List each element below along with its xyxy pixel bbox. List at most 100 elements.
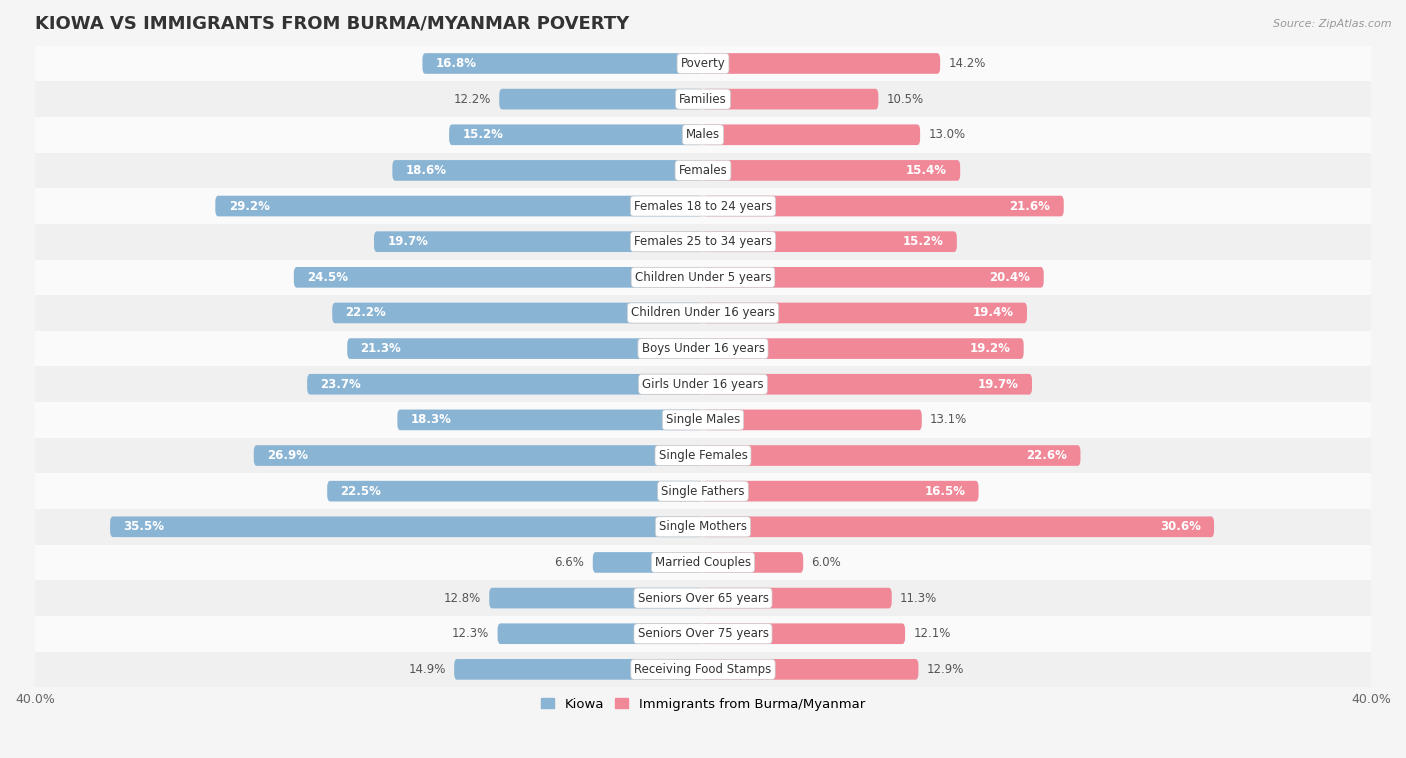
Text: 14.9%: 14.9% — [408, 662, 446, 676]
Text: 16.5%: 16.5% — [924, 484, 965, 498]
FancyBboxPatch shape — [703, 267, 1043, 287]
Text: 19.7%: 19.7% — [387, 235, 429, 248]
Text: 23.7%: 23.7% — [321, 377, 361, 390]
FancyBboxPatch shape — [398, 409, 703, 431]
Text: Single Mothers: Single Mothers — [659, 520, 747, 534]
FancyBboxPatch shape — [498, 623, 703, 644]
Bar — [35, 437, 1371, 473]
Bar — [35, 45, 1371, 81]
Text: Girls Under 16 years: Girls Under 16 years — [643, 377, 763, 390]
Text: 12.9%: 12.9% — [927, 662, 965, 676]
Text: Boys Under 16 years: Boys Under 16 years — [641, 342, 765, 355]
Text: Families: Families — [679, 92, 727, 105]
Bar — [35, 402, 1371, 437]
Text: Seniors Over 75 years: Seniors Over 75 years — [637, 627, 769, 641]
Text: 13.0%: 13.0% — [928, 128, 966, 141]
Text: 15.2%: 15.2% — [903, 235, 943, 248]
Text: 10.5%: 10.5% — [887, 92, 924, 105]
Text: 15.4%: 15.4% — [905, 164, 946, 177]
FancyBboxPatch shape — [703, 481, 979, 502]
Legend: Kiowa, Immigrants from Burma/Myanmar: Kiowa, Immigrants from Burma/Myanmar — [536, 692, 870, 716]
Text: 12.8%: 12.8% — [444, 591, 481, 605]
Bar — [35, 152, 1371, 188]
Text: 12.3%: 12.3% — [451, 627, 489, 641]
Text: 21.6%: 21.6% — [1010, 199, 1050, 212]
FancyBboxPatch shape — [593, 552, 703, 573]
Bar — [35, 259, 1371, 295]
Bar — [35, 652, 1371, 688]
FancyBboxPatch shape — [703, 587, 891, 609]
Bar — [35, 117, 1371, 152]
FancyBboxPatch shape — [499, 89, 703, 109]
Text: Seniors Over 65 years: Seniors Over 65 years — [637, 591, 769, 605]
Text: 35.5%: 35.5% — [124, 520, 165, 534]
Text: 22.5%: 22.5% — [340, 484, 381, 498]
Text: Single Females: Single Females — [658, 449, 748, 462]
Text: Males: Males — [686, 128, 720, 141]
Text: 19.7%: 19.7% — [977, 377, 1019, 390]
Text: 16.8%: 16.8% — [436, 57, 477, 70]
Text: 13.1%: 13.1% — [931, 413, 967, 427]
Bar — [35, 473, 1371, 509]
Text: 29.2%: 29.2% — [229, 199, 270, 212]
FancyBboxPatch shape — [703, 89, 879, 109]
Text: Single Fathers: Single Fathers — [661, 484, 745, 498]
Text: Source: ZipAtlas.com: Source: ZipAtlas.com — [1274, 19, 1392, 29]
Text: Single Males: Single Males — [666, 413, 740, 427]
FancyBboxPatch shape — [703, 445, 1080, 466]
Text: Children Under 16 years: Children Under 16 years — [631, 306, 775, 319]
Text: 22.2%: 22.2% — [346, 306, 387, 319]
Text: 18.6%: 18.6% — [406, 164, 447, 177]
Text: Receiving Food Stamps: Receiving Food Stamps — [634, 662, 772, 676]
Bar — [35, 188, 1371, 224]
FancyBboxPatch shape — [332, 302, 703, 324]
Text: 22.6%: 22.6% — [1026, 449, 1067, 462]
FancyBboxPatch shape — [449, 124, 703, 145]
Text: 20.4%: 20.4% — [990, 271, 1031, 283]
Text: Females: Females — [679, 164, 727, 177]
Bar — [35, 544, 1371, 581]
Bar — [35, 581, 1371, 616]
FancyBboxPatch shape — [307, 374, 703, 395]
Text: 24.5%: 24.5% — [307, 271, 349, 283]
FancyBboxPatch shape — [253, 445, 703, 466]
Text: 11.3%: 11.3% — [900, 591, 938, 605]
Text: Females 18 to 24 years: Females 18 to 24 years — [634, 199, 772, 212]
FancyBboxPatch shape — [110, 516, 703, 537]
Text: 6.0%: 6.0% — [811, 556, 841, 569]
Bar — [35, 330, 1371, 366]
Text: 19.2%: 19.2% — [969, 342, 1011, 355]
FancyBboxPatch shape — [454, 659, 703, 680]
FancyBboxPatch shape — [703, 196, 1064, 216]
FancyBboxPatch shape — [703, 53, 941, 74]
Text: 19.4%: 19.4% — [973, 306, 1014, 319]
Text: 6.6%: 6.6% — [554, 556, 585, 569]
FancyBboxPatch shape — [703, 409, 922, 431]
FancyBboxPatch shape — [215, 196, 703, 216]
FancyBboxPatch shape — [347, 338, 703, 359]
Text: KIOWA VS IMMIGRANTS FROM BURMA/MYANMAR POVERTY: KIOWA VS IMMIGRANTS FROM BURMA/MYANMAR P… — [35, 15, 630, 33]
Text: 26.9%: 26.9% — [267, 449, 308, 462]
Text: 14.2%: 14.2% — [949, 57, 986, 70]
FancyBboxPatch shape — [703, 338, 1024, 359]
Bar — [35, 509, 1371, 544]
FancyBboxPatch shape — [703, 552, 803, 573]
Text: Married Couples: Married Couples — [655, 556, 751, 569]
Text: Children Under 5 years: Children Under 5 years — [634, 271, 772, 283]
Text: Females 25 to 34 years: Females 25 to 34 years — [634, 235, 772, 248]
Text: 30.6%: 30.6% — [1160, 520, 1201, 534]
Text: Poverty: Poverty — [681, 57, 725, 70]
FancyBboxPatch shape — [703, 374, 1032, 395]
FancyBboxPatch shape — [422, 53, 703, 74]
Bar — [35, 224, 1371, 259]
FancyBboxPatch shape — [703, 516, 1213, 537]
FancyBboxPatch shape — [703, 124, 920, 145]
FancyBboxPatch shape — [703, 623, 905, 644]
FancyBboxPatch shape — [703, 302, 1026, 324]
Text: 15.2%: 15.2% — [463, 128, 503, 141]
FancyBboxPatch shape — [703, 231, 957, 252]
Text: 21.3%: 21.3% — [360, 342, 401, 355]
Bar — [35, 81, 1371, 117]
FancyBboxPatch shape — [703, 659, 918, 680]
Bar — [35, 295, 1371, 330]
